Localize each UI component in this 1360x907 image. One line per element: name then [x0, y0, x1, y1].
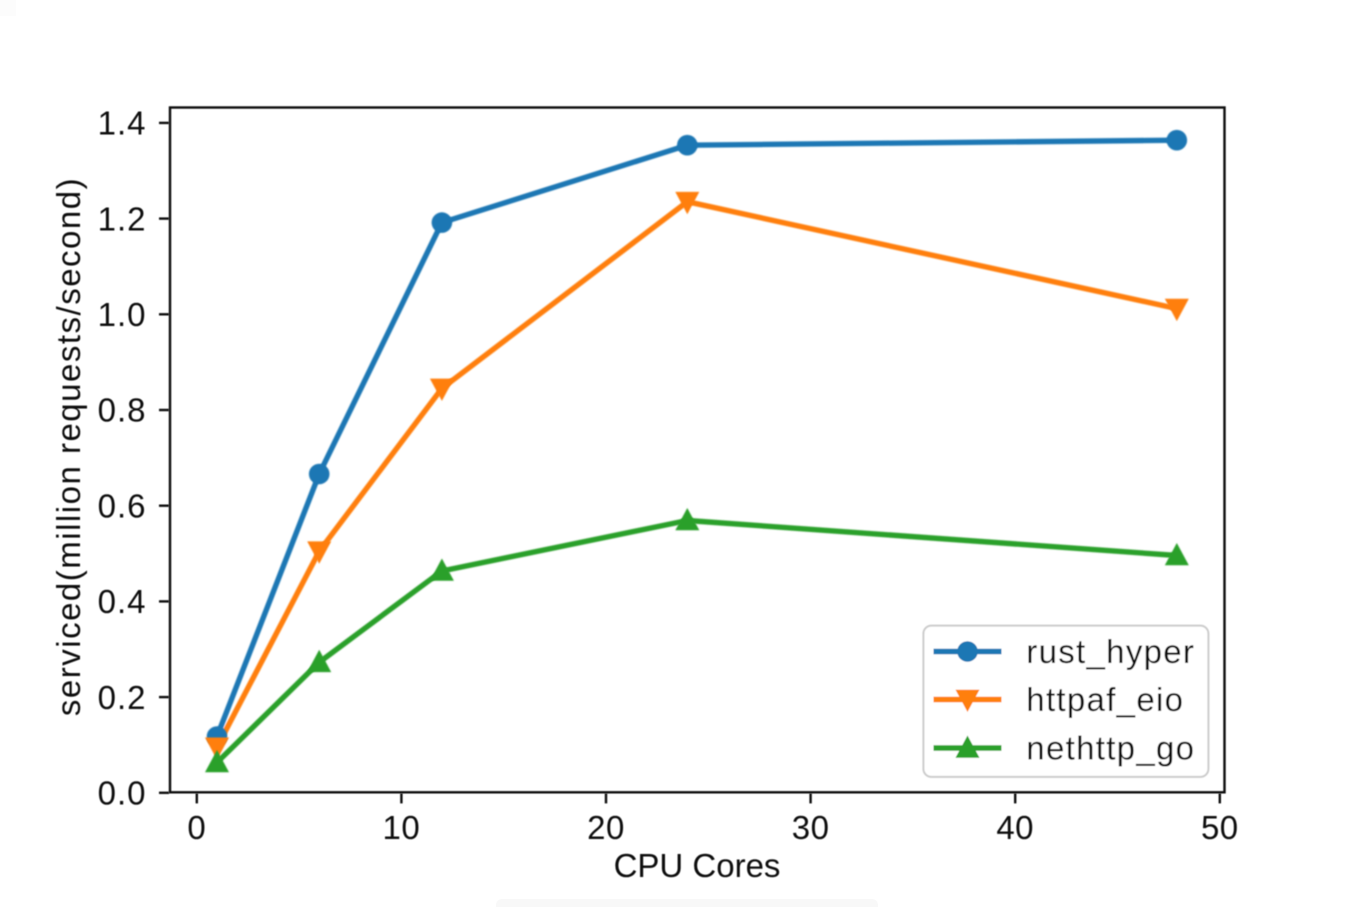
svg-text:10: 10	[383, 809, 421, 846]
svg-text:20: 20	[587, 809, 625, 846]
svg-text:1.2: 1.2	[98, 200, 147, 237]
svg-text:50: 50	[1201, 809, 1239, 846]
svg-text:rust_hyper: rust_hyper	[1026, 633, 1195, 670]
svg-text:0.2: 0.2	[98, 679, 147, 716]
svg-text:0.4: 0.4	[98, 583, 147, 620]
svg-text:1.0: 1.0	[98, 296, 147, 333]
svg-text:1.4: 1.4	[98, 105, 147, 142]
svg-text:0.6: 0.6	[98, 487, 147, 524]
svg-text:0.8: 0.8	[98, 392, 147, 429]
svg-text:nethttp_go: nethttp_go	[1026, 730, 1195, 767]
svg-text:0: 0	[187, 809, 206, 846]
svg-text:httpaf_eio: httpaf_eio	[1026, 681, 1184, 718]
svg-text:serviced(million requests/seco: serviced(million requests/second)	[50, 177, 87, 716]
svg-text:0.0: 0.0	[98, 775, 147, 812]
svg-text:40: 40	[996, 809, 1034, 846]
svg-text:30: 30	[792, 809, 830, 846]
svg-text:CPU Cores: CPU Cores	[614, 847, 781, 884]
